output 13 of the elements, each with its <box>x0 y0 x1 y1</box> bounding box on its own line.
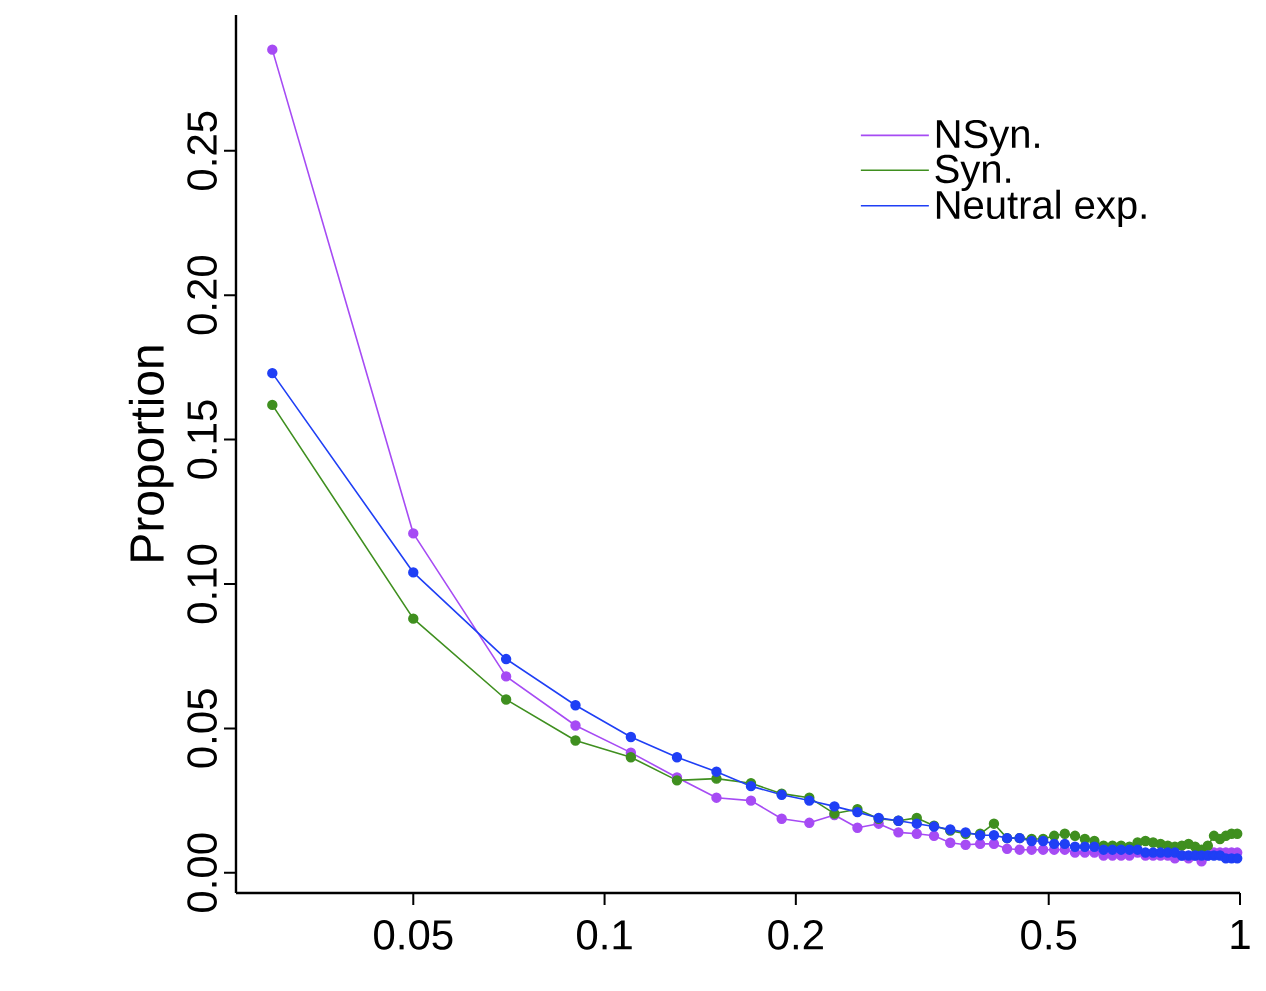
x-tick-label: 0.5 <box>1021 920 1077 950</box>
x-tick-label: 1 <box>1231 920 1250 949</box>
legend-label: Neutral exp. <box>936 189 1146 228</box>
y-tick-label: 0.20 <box>187 255 217 335</box>
y-tick-label: 0.15 <box>187 400 217 479</box>
x-tick-label: 0.1 <box>577 920 632 950</box>
y-tick-label: 0.00 <box>187 833 217 912</box>
y-tick-label: 0.05 <box>187 689 217 768</box>
y-tick-label: 0.10 <box>187 544 217 624</box>
y-tick-label: 0.25 <box>187 111 217 190</box>
x-tick-label: 0.2 <box>768 920 823 950</box>
y-axis-title: Proportion <box>128 346 174 561</box>
x-tick-label: 0.05 <box>374 920 453 950</box>
